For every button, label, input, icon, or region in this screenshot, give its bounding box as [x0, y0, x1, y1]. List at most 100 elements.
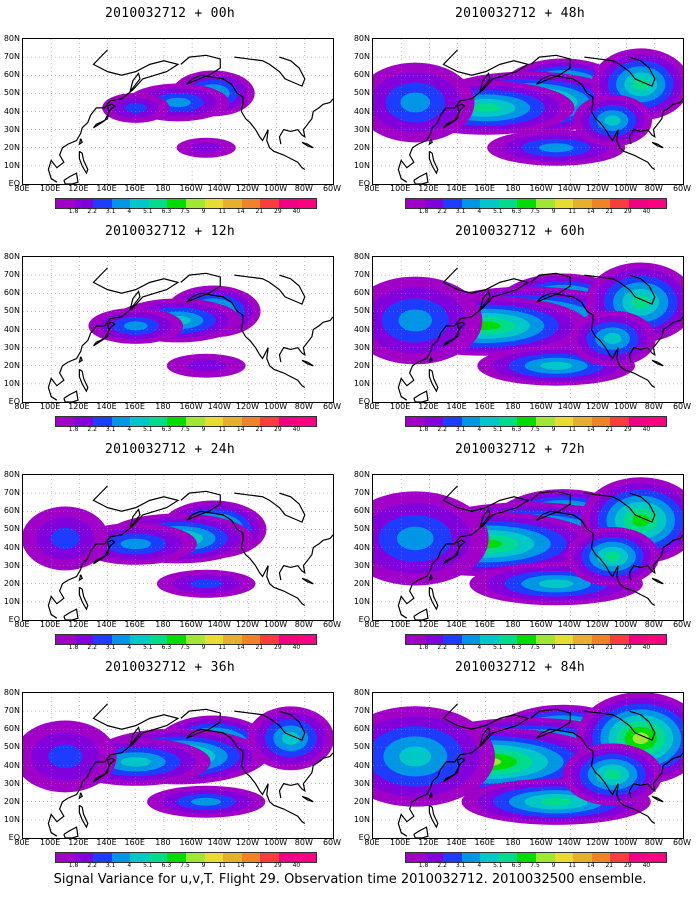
longitude-label: 60W: [672, 620, 692, 629]
latitude-label: 40N: [3, 106, 20, 116]
variance-contour: [604, 551, 621, 562]
colorbar-swatch: [93, 853, 112, 862]
colorbar-label: 2.2: [87, 208, 97, 215]
colorbar-label: 2.2: [437, 208, 447, 215]
longitude-label: 80W: [644, 184, 663, 193]
longitude-label: 120E: [68, 838, 89, 847]
colorbar-swatch: [167, 853, 187, 862]
colorbar-label: 2.2: [87, 862, 97, 869]
longitude-label: 160W: [179, 838, 203, 847]
longitude-label: 140W: [207, 402, 231, 411]
colorbar-swatch: [204, 635, 224, 644]
colorbar-swatch: [241, 853, 261, 862]
forecast-panel: 2010032712 + 36h 80N 70N 60N 50N 40N 30N 20N 10N…: [0, 654, 341, 869]
colorbar-label: 29: [274, 208, 282, 215]
colorbar-label: 7.5: [530, 208, 540, 215]
colorbar-label: 11: [218, 862, 226, 869]
coastline: [530, 272, 656, 389]
colorbar-swatch: [443, 635, 462, 644]
latitude-label: 80N: [3, 34, 20, 43]
colorbar-swatch: [186, 635, 205, 644]
longitude-label: 160E: [124, 184, 145, 193]
colorbar-swatch: [148, 635, 168, 644]
longitude-label: 120W: [235, 838, 260, 847]
colorbar-swatch: [223, 199, 242, 208]
colorbar-label: 3.1: [455, 862, 466, 869]
longitude-label: 140W: [557, 838, 581, 847]
colorbar-label: 14: [236, 208, 245, 215]
longitude-label: 120W: [585, 402, 610, 411]
latitude-label: 60N: [353, 724, 370, 734]
coastline: [428, 138, 433, 146]
longitude-label: 60W: [322, 184, 342, 193]
latitude-label: 40N: [353, 106, 370, 116]
variance-contour: [631, 295, 650, 309]
colorbar-label: 9: [201, 862, 206, 869]
coastline: [47, 49, 180, 183]
coastline: [628, 316, 683, 363]
longitude-label: 140W: [207, 184, 231, 193]
latitude-label: 70N: [3, 52, 20, 62]
coastline: [78, 150, 89, 175]
coastline: [78, 138, 83, 146]
longitude-label: 100E: [40, 620, 61, 629]
colorbar-label: 14: [236, 426, 245, 433]
latitude-label: 50N: [3, 524, 20, 534]
longitude-label: 100E: [40, 838, 61, 847]
coastline: [428, 150, 439, 175]
colorbar-swatch: [223, 853, 242, 862]
latitude-label: 30N: [3, 560, 20, 570]
colorbar-label: 21: [605, 426, 614, 433]
coastline: [479, 290, 491, 310]
colorbar-swatch: [406, 635, 425, 644]
latitude-label: 80N: [353, 688, 370, 697]
colorbar-label: 7.5: [530, 426, 540, 433]
latitude-label: 40N: [3, 760, 20, 770]
figure-caption: Signal Variance for u,v,T. Flight 29. Ob…: [53, 872, 647, 887]
latitude-label: 50N: [3, 742, 20, 752]
colorbar-label: 5.1: [493, 644, 503, 651]
colorbar-swatch: [74, 853, 94, 862]
colorbar-label: 40: [292, 426, 301, 433]
longitude-label: 180: [155, 620, 171, 629]
colorbar-label: 21: [605, 208, 614, 215]
colorbar-label: 40: [292, 208, 301, 215]
panel-title: 2010032712 + 12h: [104, 224, 236, 239]
colorbar-label: 2.2: [87, 426, 97, 433]
longitude-label: 120W: [235, 184, 260, 193]
coastline: [584, 56, 656, 87]
variance-contour: [603, 332, 622, 345]
latitude-label: 30N: [353, 124, 370, 134]
coastline: [651, 795, 664, 803]
colorbar-swatch: [186, 199, 205, 208]
latitude-label: 40N: [353, 760, 370, 770]
variance-contour: [538, 579, 574, 589]
colorbar-swatch: [461, 635, 481, 644]
colorbar-swatch: [628, 417, 648, 426]
colorbar-label: 2.2: [437, 644, 447, 651]
colorbar-label: 21: [605, 644, 614, 651]
latitude-label: 50N: [353, 742, 370, 752]
colorbar-swatch: [498, 635, 518, 644]
colorbar-swatch: [74, 417, 94, 426]
latitude-label: 10N: [3, 596, 20, 606]
colorbar-swatch: [591, 417, 611, 426]
colorbar-swatch: [406, 417, 425, 426]
longitude-label: 100E: [40, 184, 61, 193]
colorbar-swatch: [167, 199, 187, 208]
colorbar-label: 4: [477, 208, 482, 215]
colorbar-label: 4: [127, 426, 132, 433]
colorbar-swatch: [406, 853, 425, 862]
colorbar-swatch: [130, 199, 149, 208]
coastline: [78, 356, 83, 364]
colorbar-label: 1.8: [418, 208, 429, 215]
panel-title: 2010032712 + 24h: [104, 442, 236, 457]
colorbar-swatch: [241, 199, 261, 208]
coastline: [397, 703, 530, 837]
latitude-label: 60N: [353, 506, 370, 516]
coastline: [301, 141, 314, 149]
colorbar-swatch: [278, 853, 298, 862]
colorbar-label: 14: [236, 862, 245, 869]
longitude-label: 120E: [418, 184, 439, 193]
latitude-label: EQ: [358, 833, 370, 842]
